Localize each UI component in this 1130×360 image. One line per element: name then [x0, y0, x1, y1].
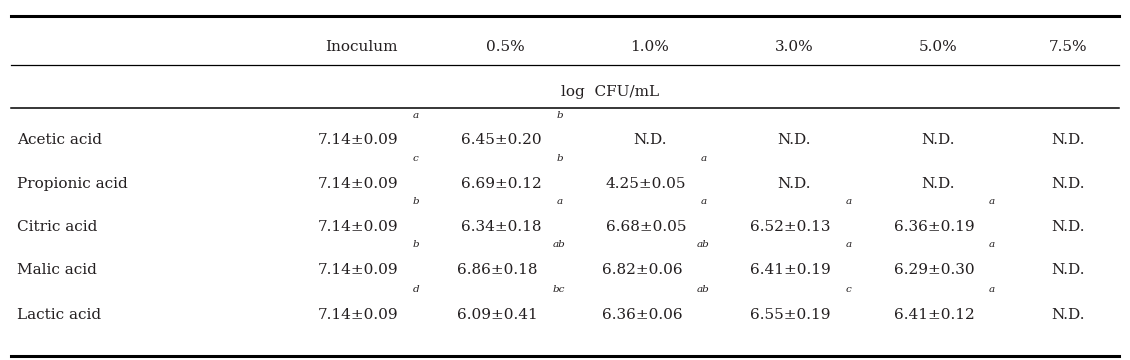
Text: N.D.: N.D. [921, 134, 955, 147]
Text: a: a [556, 197, 563, 206]
Text: N.D.: N.D. [1051, 308, 1085, 322]
Text: a: a [989, 285, 996, 294]
Text: ab: ab [697, 240, 710, 249]
Text: b: b [556, 111, 563, 120]
Text: 3.0%: 3.0% [775, 40, 814, 54]
Text: 7.14±0.09: 7.14±0.09 [318, 177, 398, 190]
Text: b: b [556, 154, 563, 163]
Text: 6.36±0.06: 6.36±0.06 [601, 308, 683, 322]
Text: 6.34±0.18: 6.34±0.18 [461, 220, 541, 234]
Text: 7.14±0.09: 7.14±0.09 [318, 220, 398, 234]
Text: 6.36±0.19: 6.36±0.19 [894, 220, 974, 234]
Text: 7.14±0.09: 7.14±0.09 [318, 308, 398, 322]
Text: 5.0%: 5.0% [919, 40, 957, 54]
Text: c: c [845, 285, 851, 294]
Text: 7.14±0.09: 7.14±0.09 [318, 134, 398, 147]
Text: 6.52±0.13: 6.52±0.13 [750, 220, 831, 234]
Text: c: c [412, 154, 418, 163]
Text: 6.68±0.05: 6.68±0.05 [606, 220, 686, 234]
Text: ab: ab [697, 285, 710, 294]
Text: a: a [989, 240, 996, 249]
Text: N.D.: N.D. [921, 177, 955, 190]
Text: 1.0%: 1.0% [631, 40, 669, 54]
Text: 7.14±0.09: 7.14±0.09 [318, 263, 398, 277]
Text: ab: ab [553, 240, 565, 249]
Text: 6.09±0.41: 6.09±0.41 [457, 308, 538, 322]
Text: 7.5%: 7.5% [1049, 40, 1087, 54]
Text: Inoculum: Inoculum [325, 40, 398, 54]
Text: a: a [701, 154, 707, 163]
Text: a: a [989, 197, 996, 206]
Text: Malic acid: Malic acid [17, 263, 97, 277]
Text: 0.5%: 0.5% [486, 40, 524, 54]
Text: 6.41±0.12: 6.41±0.12 [894, 308, 974, 322]
Text: 6.82±0.06: 6.82±0.06 [601, 263, 683, 277]
Text: d: d [412, 285, 419, 294]
Text: N.D.: N.D. [633, 134, 667, 147]
Text: a: a [701, 197, 707, 206]
Text: 6.45±0.20: 6.45±0.20 [461, 134, 541, 147]
Text: N.D.: N.D. [1051, 220, 1085, 234]
Text: 6.55±0.19: 6.55±0.19 [750, 308, 831, 322]
Text: N.D.: N.D. [777, 134, 811, 147]
Text: 4.25±0.05: 4.25±0.05 [606, 177, 686, 190]
Text: Citric acid: Citric acid [17, 220, 97, 234]
Text: b: b [412, 197, 419, 206]
Text: a: a [845, 240, 852, 249]
Text: 6.69±0.12: 6.69±0.12 [461, 177, 541, 190]
Text: Acetic acid: Acetic acid [17, 134, 102, 147]
Text: a: a [412, 111, 419, 120]
Text: N.D.: N.D. [1051, 177, 1085, 190]
Text: Lactic acid: Lactic acid [17, 308, 101, 322]
Text: 6.29±0.30: 6.29±0.30 [894, 263, 974, 277]
Text: N.D.: N.D. [777, 177, 811, 190]
Text: 6.41±0.19: 6.41±0.19 [750, 263, 831, 277]
Text: a: a [845, 197, 852, 206]
Text: N.D.: N.D. [1051, 134, 1085, 147]
Text: b: b [412, 240, 419, 249]
Text: log  CFU/mL: log CFU/mL [562, 85, 659, 99]
Text: bc: bc [553, 285, 565, 294]
Text: 6.86±0.18: 6.86±0.18 [457, 263, 538, 277]
Text: Propionic acid: Propionic acid [17, 177, 128, 190]
Text: N.D.: N.D. [1051, 263, 1085, 277]
